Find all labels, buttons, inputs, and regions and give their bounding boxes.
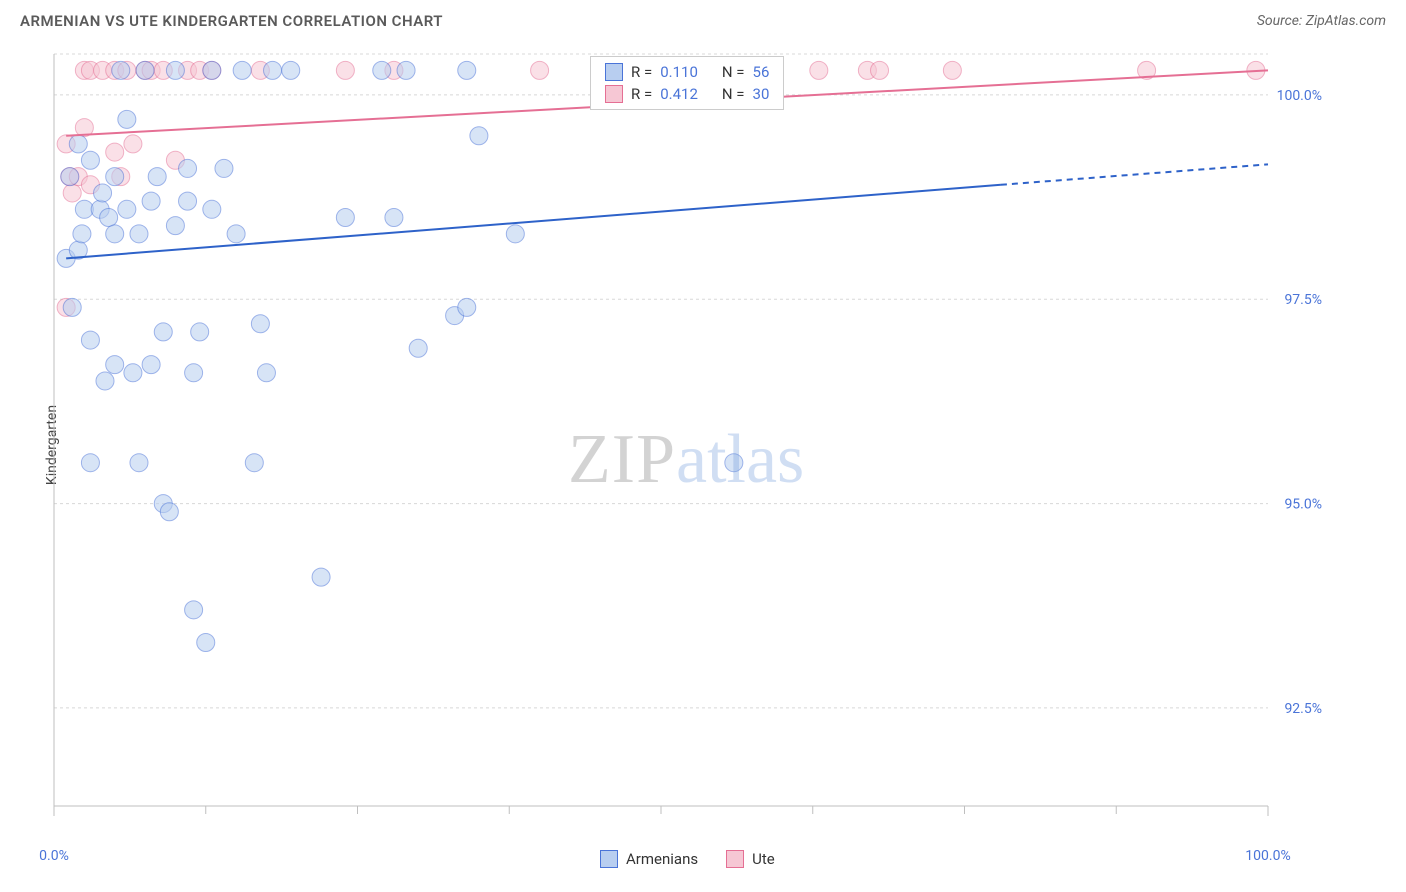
stats-legend-row: R = 0.412 N = 30	[591, 83, 783, 105]
stats-legend-row: R = 0.110 N = 56	[591, 61, 783, 83]
n-label: N =	[722, 63, 745, 81]
r-value: 0.412	[660, 85, 698, 103]
svg-text:92.5%: 92.5%	[1284, 701, 1322, 717]
stats-legend: R = 0.110 N = 56 R = 0.412 N = 30	[590, 56, 784, 110]
series-legend: Armenians Ute	[600, 850, 775, 868]
n-value: 30	[753, 85, 770, 103]
scatter-plot: 92.5% 95.0% 97.5% 100.0%	[48, 50, 1328, 820]
r-label: R =	[631, 85, 652, 103]
series-legend-item: Armenians	[600, 850, 698, 868]
source-credit: Source: ZipAtlas.com	[1257, 13, 1386, 29]
n-value: 56	[753, 63, 770, 81]
svg-text:97.5%: 97.5%	[1284, 292, 1322, 308]
series-label: Armenians	[626, 850, 698, 868]
legend-swatch	[726, 850, 744, 868]
r-value: 0.110	[660, 63, 698, 81]
svg-text:95.0%: 95.0%	[1284, 497, 1322, 513]
x-tick-label: 0.0%	[39, 848, 69, 864]
n-label: N =	[722, 85, 745, 103]
chart-area: Kindergarten 92.5%95.0%97.5%100.0% ZIPat…	[48, 50, 1388, 840]
svg-text:100.0%: 100.0%	[1277, 88, 1322, 104]
r-label: R =	[631, 63, 652, 81]
series-legend-item: Ute	[726, 850, 775, 868]
legend-swatch	[605, 63, 623, 81]
legend-swatch	[605, 85, 623, 103]
series-label: Ute	[752, 850, 775, 868]
legend-swatch	[600, 850, 618, 868]
x-tick-label: 100.0%	[1245, 848, 1290, 864]
chart-title: ARMENIAN VS UTE KINDERGARTEN CORRELATION…	[20, 12, 443, 30]
